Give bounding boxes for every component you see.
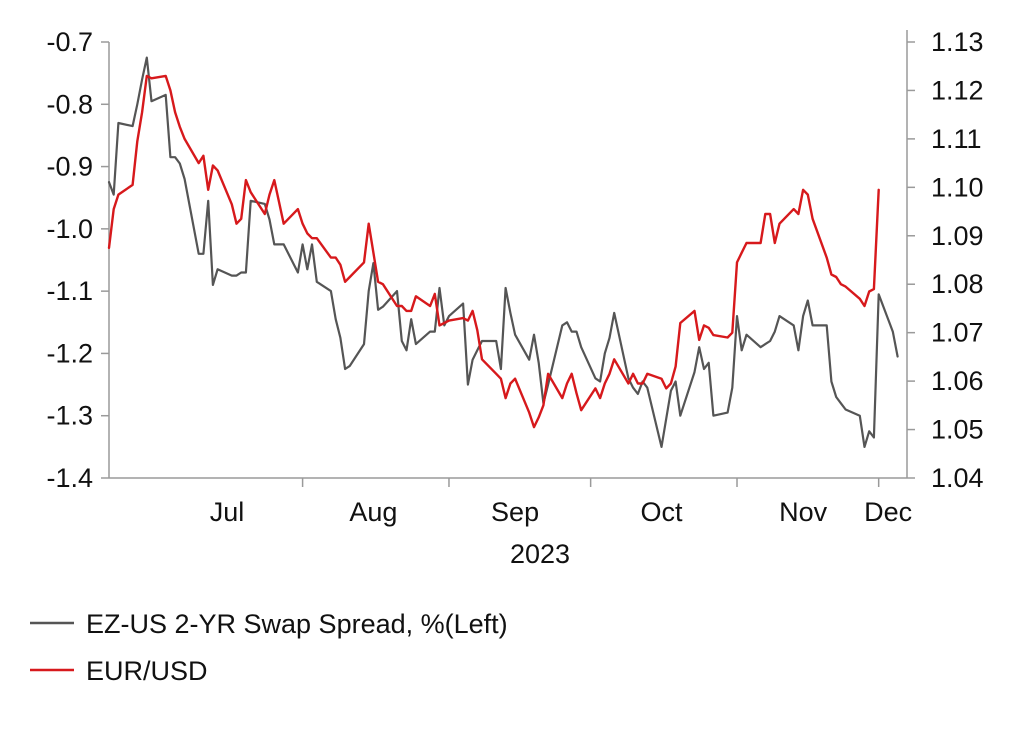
left-axis-tick-label: -1.1	[46, 276, 93, 306]
right-axis-tick-label: 1.04	[931, 463, 984, 493]
x-axis-tick-label: Aug	[349, 497, 397, 527]
legend-label-eurusd: EUR/USD	[86, 656, 208, 686]
right-axis-tick-label: 1.06	[931, 366, 984, 396]
right-axis-tick-label: 1.08	[931, 269, 984, 299]
left-axis-tick-label: -0.8	[46, 89, 93, 119]
right-axis-tick-label: 1.12	[931, 75, 984, 105]
right-axis-tick-label: 1.11	[931, 124, 982, 154]
series-line-eurusd	[107, 74, 880, 429]
left-axis-tick-label: -1.4	[46, 463, 93, 493]
left-axis-tick-label: -1.0	[46, 214, 93, 244]
legend: EZ-US 2-YR Swap Spread, %(Left) EUR/USD	[30, 609, 508, 686]
legend-label-spread: EZ-US 2-YR Swap Spread, %(Left)	[86, 609, 508, 639]
right-axis-tick-label: 1.05	[931, 415, 984, 445]
x-axis-tick-label: Sep	[491, 497, 539, 527]
x-axis-tick-label: Dec	[864, 497, 912, 527]
right-axis-tick-label: 1.10	[931, 172, 984, 202]
left-axis-tick-label: -1.3	[46, 401, 93, 431]
left-axis-tick-label: -0.7	[46, 27, 93, 57]
x-axis-tick-label: Oct	[640, 497, 683, 527]
labels-layer: 2023 -0.7 -0.8 -0.9 -1.0 -1.1 -1.2 -1.3 -1.4 1.1…	[46, 27, 983, 569]
right-axis-tick-label: 1.13	[931, 27, 984, 57]
left-axis-tick-label: -0.9	[46, 152, 93, 182]
series-line-swap-spread	[107, 56, 899, 448]
x-axis-tick-label: Jul	[210, 497, 245, 527]
x-axis-year-label: 2023	[510, 539, 570, 569]
axes-layer	[101, 30, 915, 487]
right-axis-tick-label: 1.09	[931, 221, 984, 251]
x-axis-tick-label: Nov	[779, 497, 828, 527]
series-layer	[107, 56, 899, 448]
left-axis-tick-label: -1.2	[46, 338, 93, 368]
right-axis-tick-label: 1.07	[931, 318, 984, 348]
